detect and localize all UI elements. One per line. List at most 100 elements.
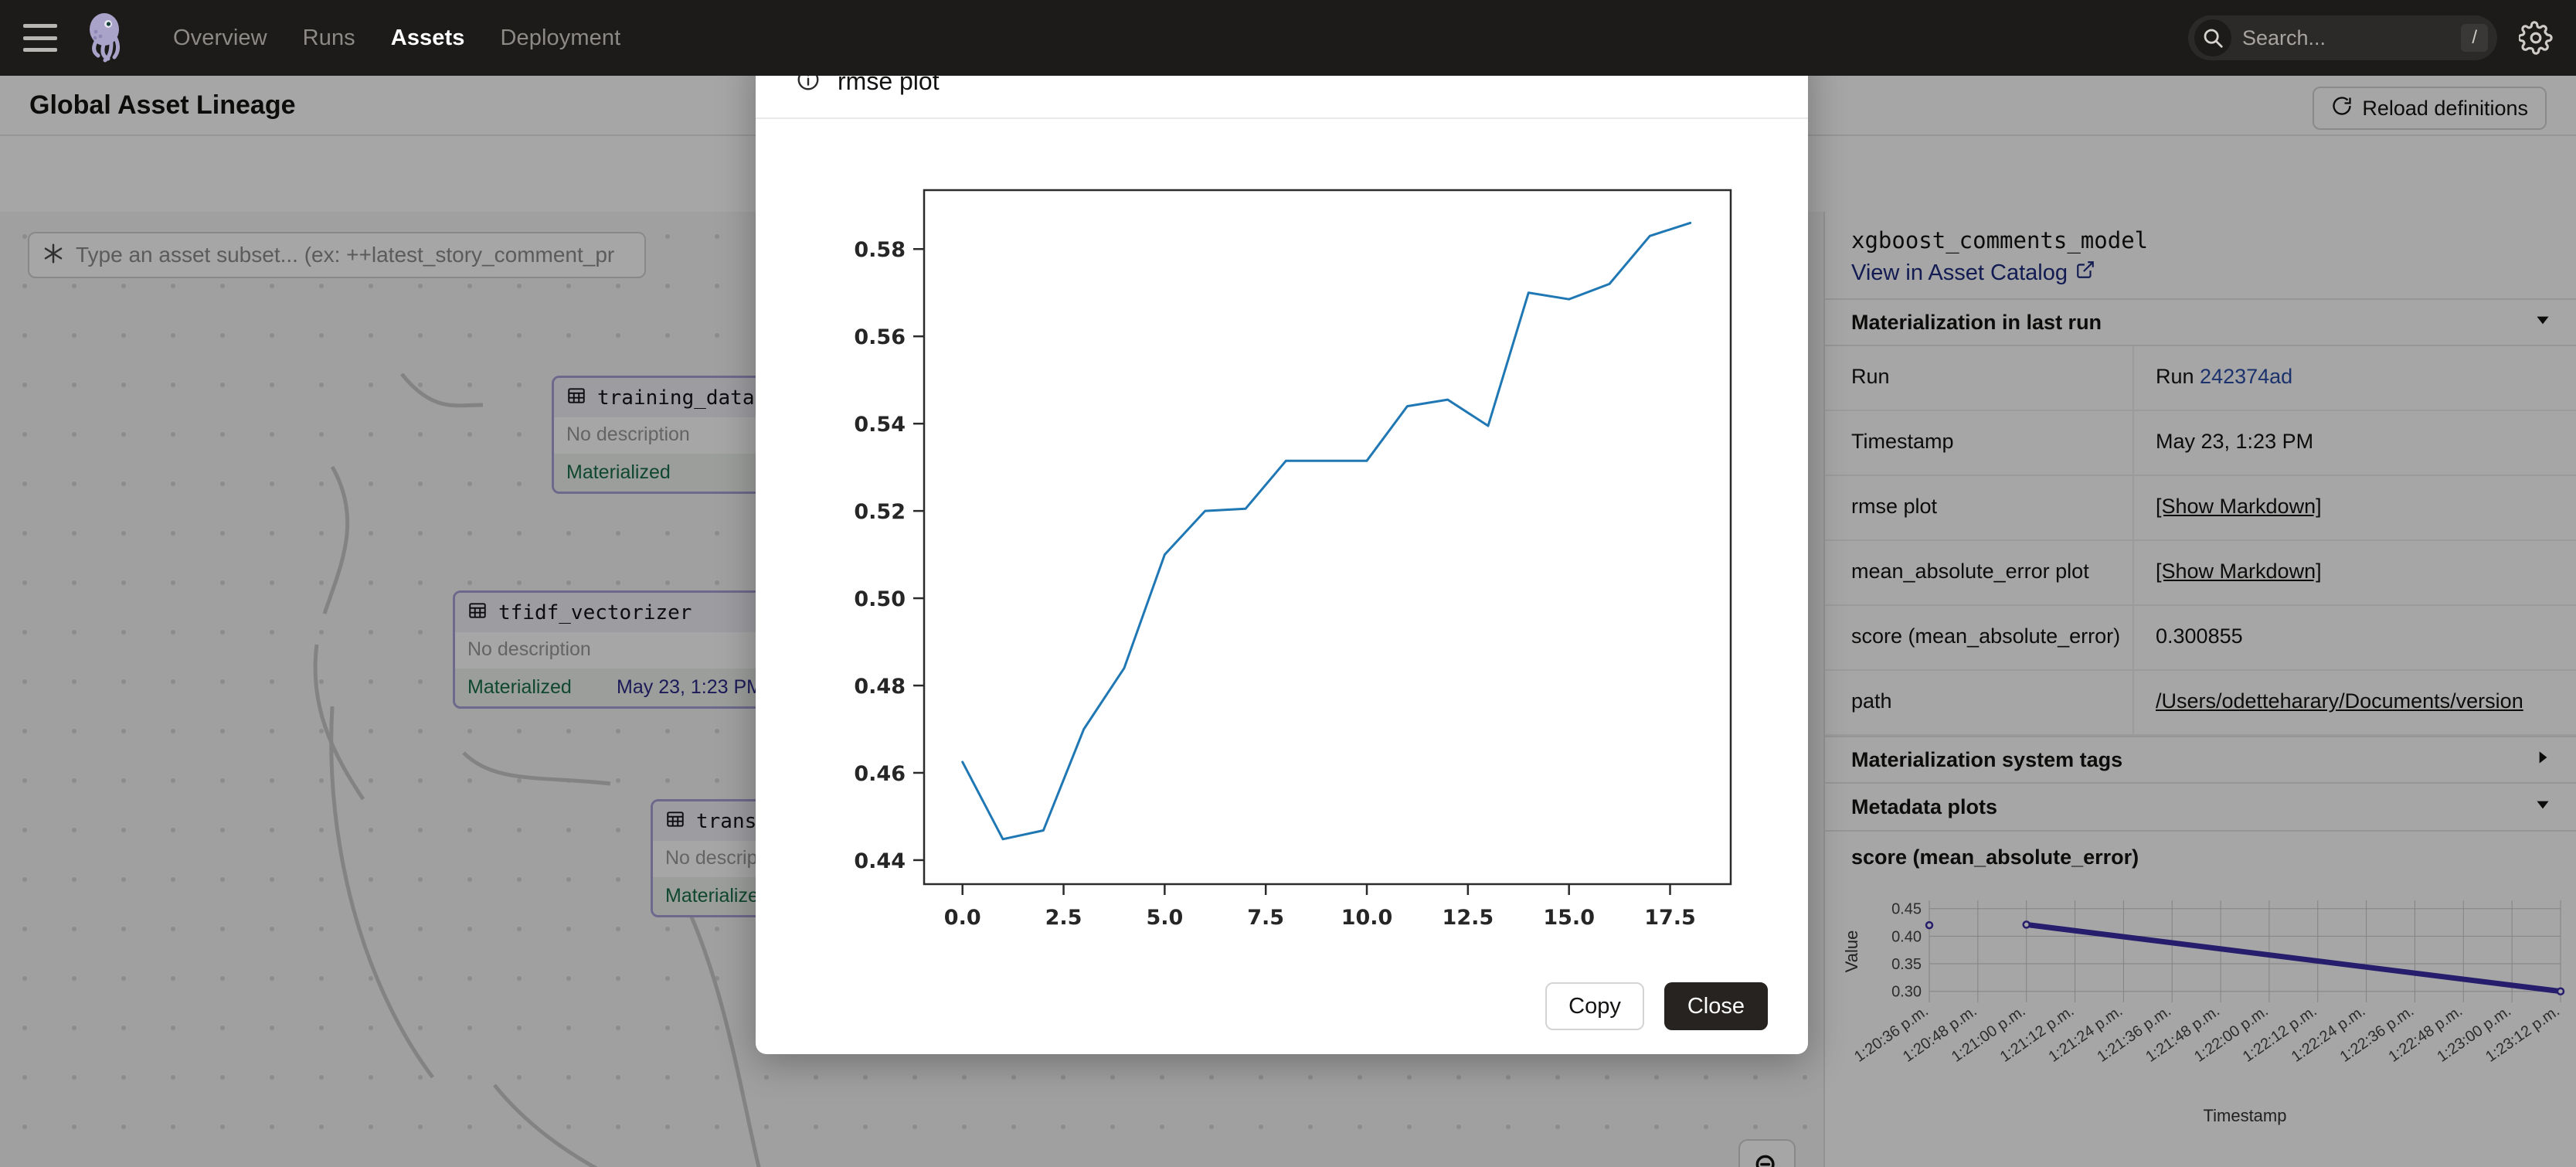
svg-text:15.0: 15.0 <box>1543 906 1595 930</box>
rmse-chart: 0.44 0.46 0.48 0.50 0.52 0.54 0.56 0.58 0.0 2.5 5.… <box>756 119 1808 959</box>
hamburger-icon[interactable] <box>23 24 57 52</box>
asset-node-header: tfidf_vectorizer <box>455 593 775 632</box>
row-value: May 23, 1:23 PM <box>2156 430 2314 453</box>
asset-subset-input[interactable]: Type an asset subset... (ex: ++latest_st… <box>28 232 646 278</box>
asset-node-description: No description <box>566 424 690 445</box>
table-row: score (mean_absolute_error) 0.300855 <box>1825 606 2576 671</box>
lineage-edges <box>313 373 1052 1167</box>
zoom-out-button[interactable] <box>1738 1139 1796 1167</box>
reload-definitions-button[interactable]: Reload definitions <box>2313 87 2547 130</box>
show-markdown-link-rmse[interactable]: [Show Markdown] <box>2156 495 2322 518</box>
status-badge: Materialized <box>566 461 671 483</box>
svg-text:0.50: 0.50 <box>854 587 906 611</box>
svg-text:0.58: 0.58 <box>854 238 906 262</box>
refresh-icon <box>2331 95 2353 122</box>
section-metadata-plots[interactable]: Metadata plots <box>1825 784 2576 832</box>
page-title: Global Asset Lineage <box>29 90 296 120</box>
zoom-out-icon <box>1752 1152 1782 1167</box>
row-key: Timestamp <box>1825 411 2134 475</box>
main-nav-items: Overview Runs Assets Deployment <box>173 26 620 51</box>
table-row: Timestamp May 23, 1:23 PM <box>1825 411 2576 476</box>
svg-text:Timestamp: Timestamp <box>2204 1106 2287 1125</box>
search-placeholder-text: Search... <box>2242 26 2326 49</box>
metadata-mini-chart: 0.30 0.35 0.40 0.45 Value 1:20:36 p.m. 1:20:48… <box>1825 873 2576 1131</box>
show-markdown-link-mae[interactable]: [Show Markdown] <box>2156 560 2322 583</box>
svg-text:0.35: 0.35 <box>1891 956 1922 973</box>
svg-text:0.46: 0.46 <box>854 762 906 786</box>
dagster-logo-icon[interactable] <box>80 12 131 63</box>
row-value: /Users/odetteharary/Documents/version <box>2134 671 2576 734</box>
asset-node-status-row: Materialized May 23, 1:23 PM <box>455 669 775 706</box>
asset-selection-icon <box>42 242 65 269</box>
nav-item-runs[interactable]: Runs <box>302 25 355 50</box>
row-value: Run 242374ad <box>2134 346 2576 410</box>
search-input[interactable]: Search... / <box>2188 15 2497 60</box>
row-key: path <box>1825 671 2134 734</box>
svg-text:0.48: 0.48 <box>854 675 906 699</box>
svg-text:0.0: 0.0 <box>944 906 981 930</box>
nav-right-group: Search... / <box>2188 0 2553 76</box>
table-row: mean_absolute_error plot [Show Markdown] <box>1825 541 2576 606</box>
nav-item-overview[interactable]: Overview <box>173 25 267 50</box>
svg-text:10.0: 10.0 <box>1341 906 1393 930</box>
table-row: Run Run 242374ad <box>1825 346 2576 411</box>
row-key: score (mean_absolute_error) <box>1825 606 2134 669</box>
nav-item-assets[interactable]: Assets <box>390 25 465 50</box>
row-key: mean_absolute_error plot <box>1825 541 2134 604</box>
svg-text:0.40: 0.40 <box>1891 928 1922 945</box>
sidebar-asset-name: xgboost_comments_model <box>1851 227 2149 253</box>
gear-icon[interactable] <box>2517 21 2553 55</box>
asset-node-name: tfidf_vectorizer <box>498 601 692 624</box>
section-materialization-system-tags[interactable]: Materialization system tags <box>1825 736 2576 784</box>
row-key: rmse plot <box>1825 476 2134 539</box>
svg-text:0.30: 0.30 <box>1891 984 1922 1001</box>
sidebar-header: xgboost_comments_model View in Asset Cat… <box>1825 212 2576 298</box>
run-id-link[interactable]: 242374ad <box>2200 365 2293 388</box>
close-button[interactable]: Close <box>1664 982 1768 1030</box>
section-materialization-in-last-run[interactable]: Materialization in last run <box>1825 298 2576 346</box>
asset-node-name: training_data <box>597 386 755 410</box>
asset-node-description: No description <box>467 638 591 660</box>
svg-text:12.5: 12.5 <box>1443 906 1494 930</box>
reload-definitions-label: Reload definitions <box>2362 96 2528 120</box>
table-icon <box>665 809 685 833</box>
top-navigation-bar: Overview Runs Assets Deployment Search..… <box>0 0 2576 76</box>
copy-button[interactable]: Copy <box>1545 982 1644 1030</box>
svg-text:0.44: 0.44 <box>854 849 906 873</box>
materialization-timestamp: May 23, 1:23 PM <box>617 676 763 698</box>
external-link-icon <box>2075 260 2095 286</box>
run-prefix: Run <box>2156 365 2200 388</box>
search-shortcut-badge: / <box>2461 24 2488 52</box>
status-badge: Materialized <box>665 885 770 907</box>
asset-subset-placeholder: Type an asset subset... (ex: ++latest_st… <box>76 243 615 267</box>
svg-text:0.52: 0.52 <box>854 500 906 524</box>
row-value: [Show Markdown] <box>2134 541 2576 604</box>
row-value: 0.300855 <box>2156 624 2243 648</box>
view-in-asset-catalog-link[interactable]: View in Asset Catalog <box>1851 260 2095 286</box>
chevron-right-icon <box>2533 747 2553 773</box>
svg-text:0.54: 0.54 <box>854 413 906 437</box>
svg-text:17.5: 17.5 <box>1644 906 1696 930</box>
asset-details-sidebar: xgboost_comments_model View in Asset Cat… <box>1823 212 2576 1167</box>
path-link[interactable]: /Users/odetteharary/Documents/version <box>2156 689 2523 713</box>
section-label: Metadata plots <box>1851 794 1998 818</box>
table-icon <box>467 601 488 624</box>
chevron-down-icon <box>2533 310 2553 335</box>
search-icon <box>2194 19 2231 56</box>
table-icon <box>566 386 586 410</box>
row-value: [Show Markdown] <box>2134 476 2576 539</box>
table-row: path /Users/odetteharary/Documents/versi… <box>1825 671 2576 736</box>
rmse-plot-dialog: rmse plot 0.44 0.46 0.48 0.50 0.52 0.54 0.56 0.… <box>756 45 1808 1054</box>
table-row: rmse plot [Show Markdown] <box>1825 476 2576 541</box>
status-badge: Materialized <box>467 676 572 698</box>
asset-node-tfidf-vectorizer[interactable]: tfidf_vectorizer No description Material… <box>453 590 777 709</box>
dialog-body: 0.44 0.46 0.48 0.50 0.52 0.54 0.56 0.58 0.0 2.5 5.… <box>756 119 1808 958</box>
nav-item-deployment[interactable]: Deployment <box>500 25 621 50</box>
chevron-down-icon <box>2533 794 2553 820</box>
row-key: Run <box>1825 346 2134 410</box>
svg-text:0.45: 0.45 <box>1891 901 1922 918</box>
section-label: Materialization system tags <box>1851 747 2123 771</box>
svg-text:2.5: 2.5 <box>1045 906 1082 930</box>
svg-text:7.5: 7.5 <box>1247 906 1284 930</box>
section-label: Materialization in last run <box>1851 310 2102 334</box>
